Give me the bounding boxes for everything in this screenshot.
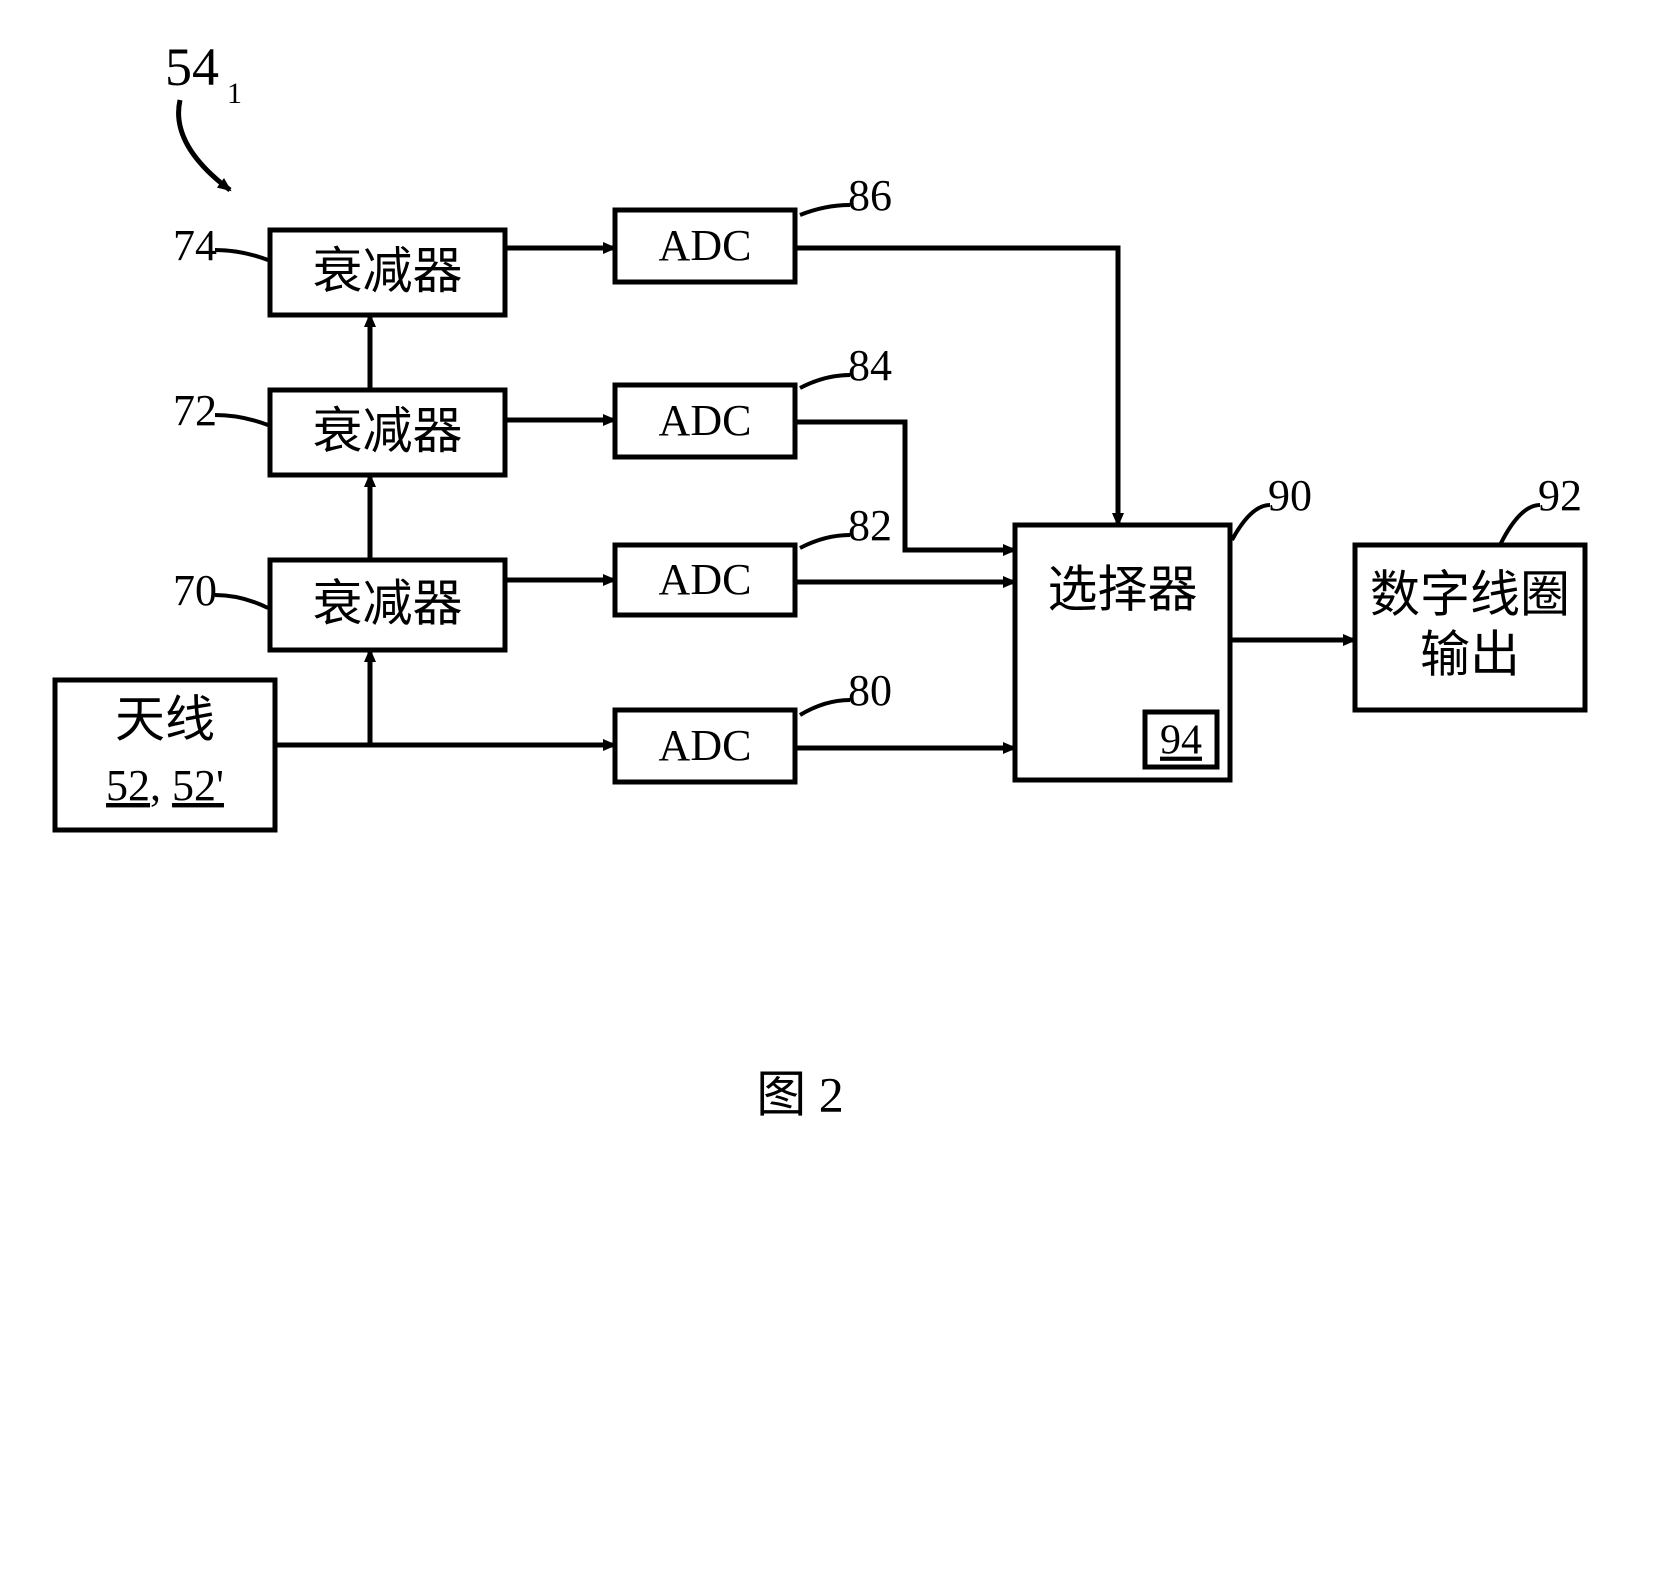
output-label-1: 数字线圈: [1370, 566, 1570, 622]
ref-74-text: 74: [173, 221, 217, 270]
ref-54-text: 54: [165, 37, 219, 97]
ref-72-text: 72: [173, 386, 217, 435]
ref-92-text: 92: [1538, 471, 1582, 520]
attenuator-72-label: 衰减器: [313, 403, 463, 459]
selector-label: 选择器: [1048, 561, 1198, 617]
ref-70-leader: [215, 595, 268, 608]
ref-54-sub: 1: [227, 77, 242, 110]
arrow-adc86-sel: [795, 248, 1118, 525]
ref-90-text: 90: [1268, 471, 1312, 520]
diagram-canvas: 541天线52, 52'衰减器衰减器衰减器707274ADCADCADCADC8…: [0, 0, 1656, 1583]
antenna-label: 天线: [115, 691, 215, 747]
antenna-refs: 52, 52': [106, 761, 224, 810]
ref-54-pointer: [179, 100, 230, 190]
ref-94-text: 94: [1160, 718, 1202, 764]
adc-82-label: ADC: [659, 555, 752, 604]
output-label-2: 输出: [1420, 626, 1520, 682]
ref-72-leader: [215, 415, 268, 425]
ref-74-leader: [215, 250, 268, 260]
ref-82-text: 82: [848, 501, 892, 550]
adc-80-label: ADC: [659, 721, 752, 770]
ref-92-leader: [1500, 505, 1540, 545]
ref-82-leader: [800, 535, 850, 548]
figure-caption: 图 2: [756, 1066, 844, 1122]
arrow-adc84-sel: [795, 422, 1015, 550]
ref-90-leader: [1232, 505, 1270, 540]
ref-70-text: 70: [173, 566, 217, 615]
ref-80-text: 80: [848, 666, 892, 715]
ref-84-leader: [800, 375, 850, 388]
ref-86-leader: [800, 205, 850, 215]
adc-86-label: ADC: [659, 221, 752, 270]
ref-84-text: 84: [848, 341, 892, 390]
attenuator-70-label: 衰减器: [313, 575, 463, 631]
ref-54: 541: [165, 37, 242, 110]
attenuator-74-label: 衰减器: [313, 243, 463, 299]
ref-80-leader: [800, 700, 850, 715]
ref-86-text: 86: [848, 171, 892, 220]
adc-84-label: ADC: [659, 396, 752, 445]
